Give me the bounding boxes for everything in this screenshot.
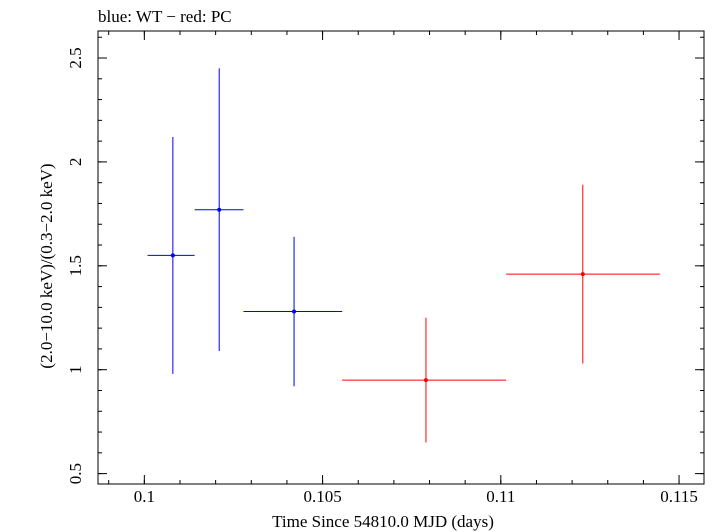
data-point [580, 272, 585, 277]
data-point [217, 207, 222, 212]
data-series [147, 68, 660, 443]
data-point [423, 378, 428, 383]
x-tick-label: 0.11 [486, 487, 515, 506]
x-tick-label: 0.1 [134, 487, 155, 506]
y-tick-label: 1.5 [66, 255, 85, 276]
axis-tick-labels: 0.1 0.105 0.11 0.115 0.5 1 1.5 2 2.5 [66, 47, 698, 506]
plot-frame [97, 30, 705, 485]
x-tick-label: 0.105 [303, 487, 341, 506]
x-tick-label: 0.115 [660, 487, 698, 506]
y-tick-label: 2 [66, 158, 85, 167]
data-point [292, 309, 297, 314]
data-point [170, 253, 175, 258]
y-tick-label: 2.5 [66, 47, 85, 68]
y-tick-label: 1 [66, 365, 85, 374]
y-tick-label: 0.5 [66, 463, 85, 484]
series-pc [342, 184, 660, 443]
chart-title: blue: WT − red: PC [98, 7, 232, 26]
x-axis-title: Time Since 54810.0 MJD (days) [272, 512, 494, 531]
y-axis-title: (2.0−10.0 keV)/(0.3−2.0 keV) [37, 163, 56, 368]
axis-ticks [98, 31, 704, 484]
series-wt [147, 68, 343, 387]
